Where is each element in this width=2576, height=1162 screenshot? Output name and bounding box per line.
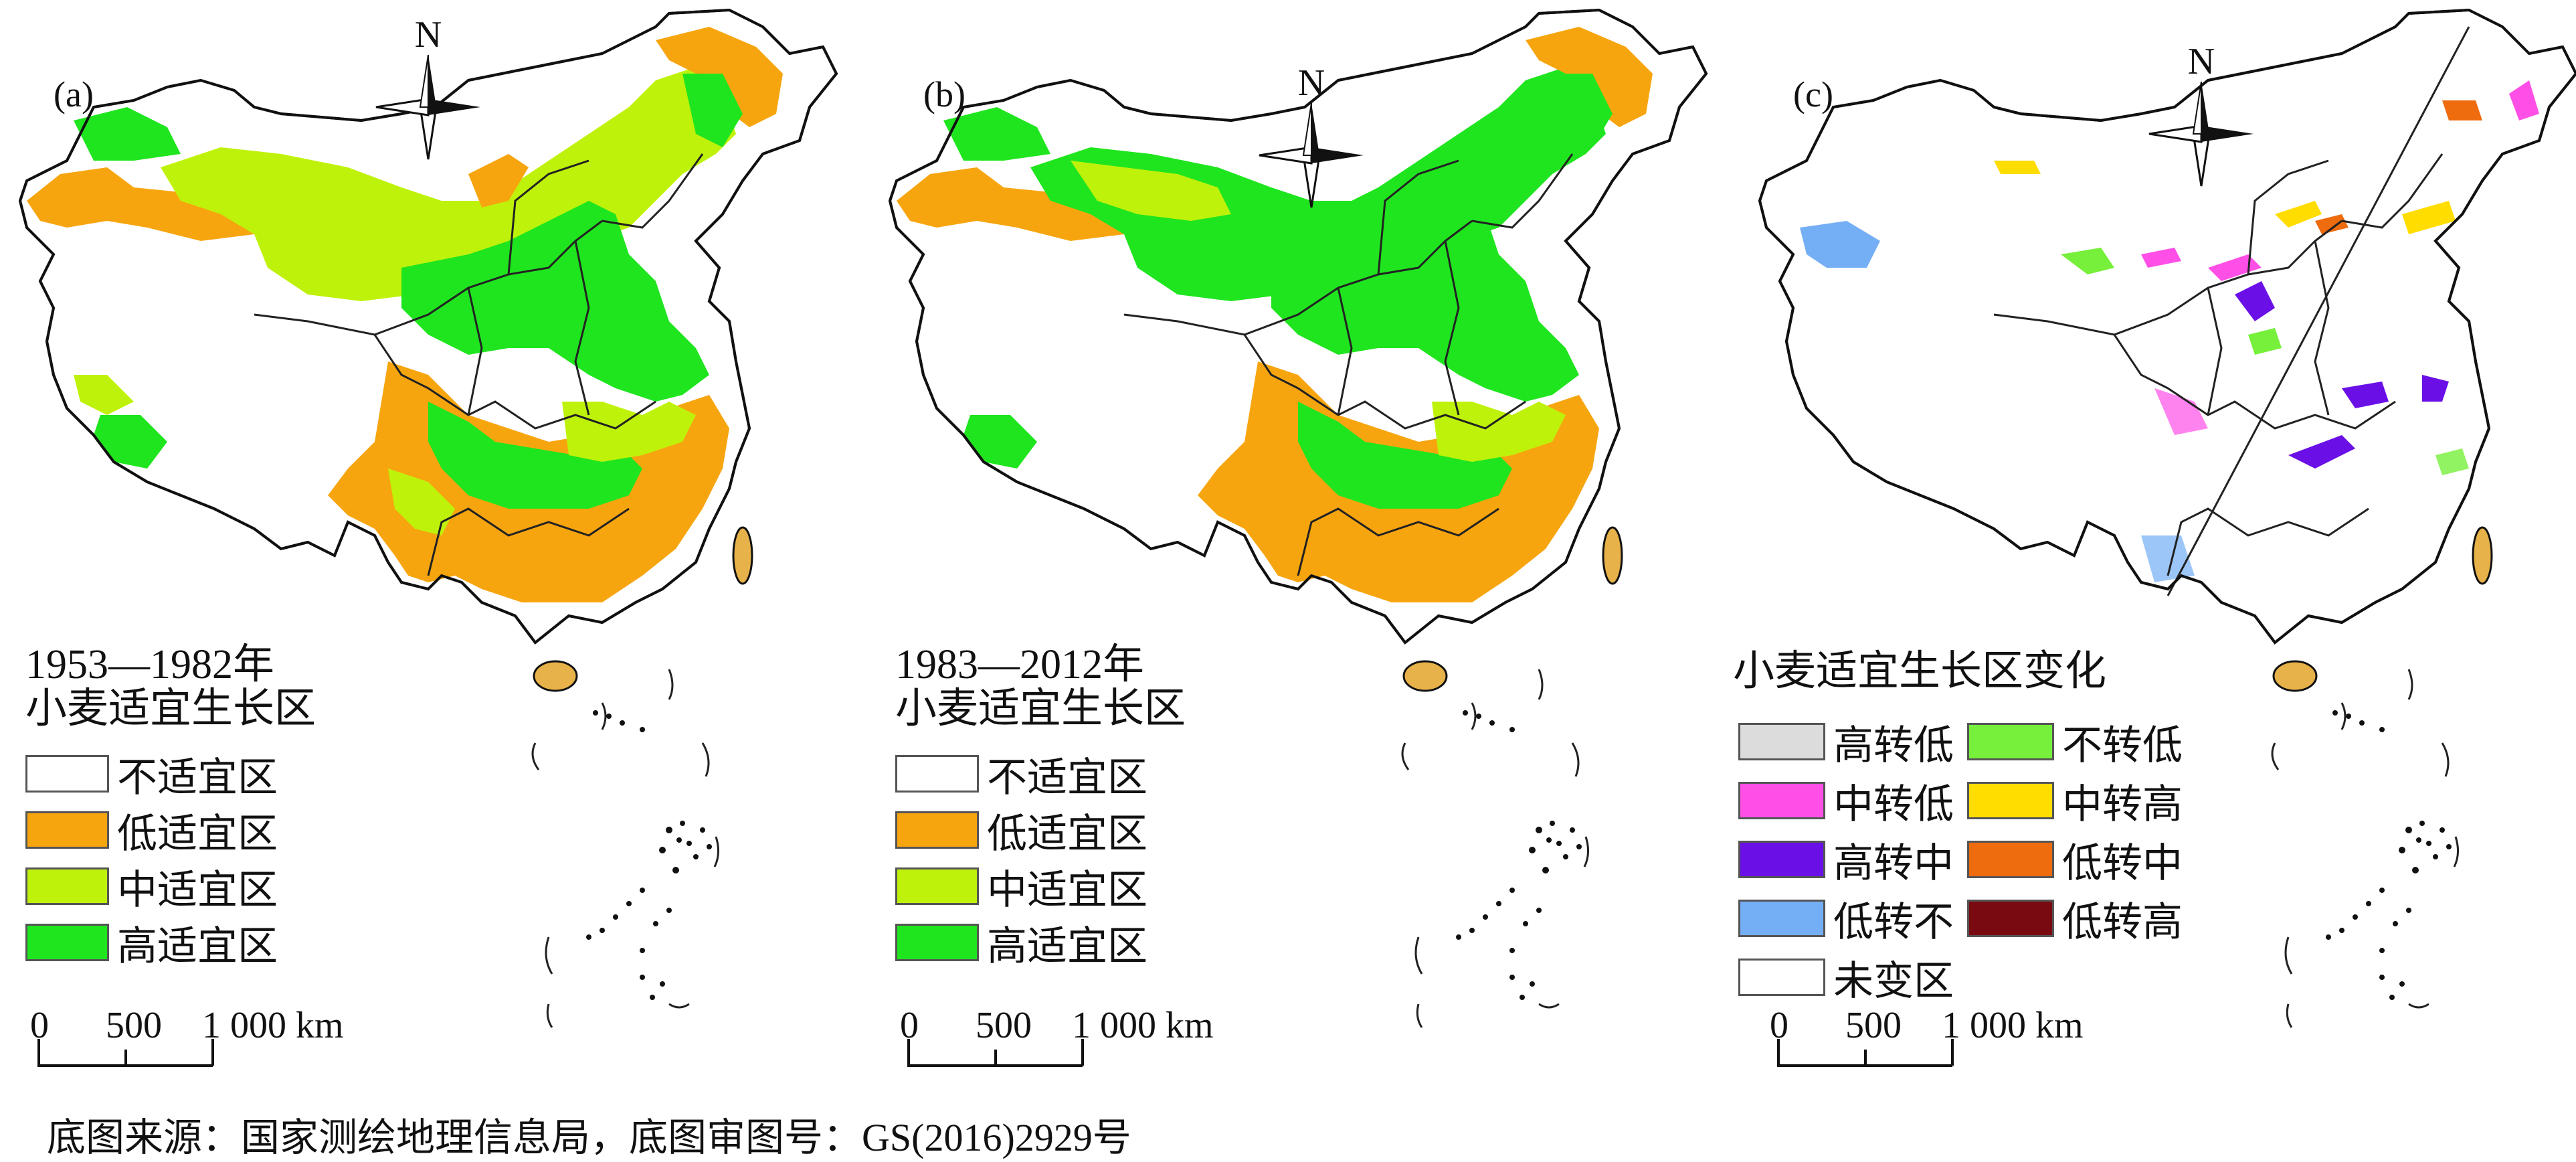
legend-c-title: 小麦适宜生长区变化 [1733,649,2107,694]
legend-item-low-to-none: 低转不 [1738,890,1954,946]
legend-item-unsuitable: 不适宜区 [895,746,1186,802]
legend-a: 1953—1982年 小麦适宜生长区 不适宜区 低适宜区 中适宜区 高适宜区 [25,643,316,971]
scale-tick-1000: 1 000 km [1072,1005,1214,1046]
legend-label: 不转低 [2062,723,2183,768]
legend-item-medium: 中适宜区 [25,858,316,914]
compass-icon [2148,81,2253,187]
scale-tick-1000: 1 000 km [202,1005,344,1046]
map-panel-c: (c) N 0 500 1 000 km [1740,0,2576,1084]
legend-item-none-to-low: 不转低 [1967,714,2183,770]
legend-label: 高转中 [1833,841,1954,886]
swatch [1738,900,1825,937]
map-panel-a: (a) N 1953—1982年 小麦适宜生长区 不适宜区 低适宜区 中适宜区 … [0,0,858,1084]
north-label: N [414,14,442,56]
legend-label: 低转高 [2062,900,2183,944]
swatch [1738,959,1825,996]
swatch [895,924,979,961]
legend-item-low: 低适宜区 [895,802,1186,858]
legend-label: 高适宜区 [117,924,278,969]
legend-label: 中适宜区 [117,867,278,912]
scale-tick-500: 500 [106,1005,162,1046]
legend-item-high: 高适宜区 [25,914,316,971]
legend-item-high-to-mid: 高转中 [1738,831,1954,888]
legend-label: 未变区 [1833,959,1954,1003]
legend-title-name: 小麦适宜生长区 [895,686,1186,732]
swatch [1967,723,2054,760]
legend-label: 中转低 [1833,782,1954,827]
north-label: N [2187,41,2215,82]
legend-title-period: 1953—1982年 [25,642,275,687]
north-arrow-c: N [2148,40,2255,194]
legend-item-mid-to-high: 中转高 [1967,772,2183,829]
legend-label: 低适宜区 [117,811,278,856]
swatch [25,811,109,849]
legend-item-low-to-high: 低转高 [1967,890,2183,946]
swatch [1967,900,2054,937]
panel-label-a: (a) [54,74,94,114]
legend-item-high-to-low: 高转低 [1738,714,1954,770]
legend-label: 低转不 [1833,900,1954,944]
swatch [1967,782,2054,819]
legend-b: 1983—2012年 小麦适宜生长区 不适宜区 低适宜区 中适宜区 高适宜区 [895,643,1186,971]
swatch [895,755,979,793]
scale-bar-b: 0 500 1 000 km [897,1004,1271,1084]
swatch [1738,782,1825,819]
legend-label: 高适宜区 [987,924,1147,969]
north-arrow-b: N [1258,62,1365,216]
legend-label: 不适宜区 [117,755,278,800]
compass-icon [1259,102,1364,208]
scale-tick-500: 500 [1845,1005,1902,1046]
scale-bar-a: 0 500 1 000 km [27,1004,401,1084]
legend-item-high: 高适宜区 [895,914,1186,971]
legend-label: 不适宜区 [987,755,1147,800]
swatch [895,811,979,849]
scale-tick-0: 0 [30,1005,49,1046]
map-panel-b: (b) N 1983—2012年 小麦适宜生长区 不适宜区 低适宜区 中适宜区 … [870,0,1728,1084]
scale-tick-1000: 1 000 km [1942,1005,2084,1046]
scale-tick-500: 500 [976,1005,1032,1046]
legend-item-mid-to-low: 中转低 [1738,772,1954,829]
swatch [895,867,979,905]
scale-bar-c: 0 500 1 000 km [1766,1004,2141,1084]
legend-item-unsuitable: 不适宜区 [25,746,316,802]
swatch [1967,841,2054,878]
legend-item-low-to-mid: 低转中 [1967,831,2183,888]
legend-label: 中转高 [2062,782,2183,827]
legend-label: 低转中 [2062,841,2183,886]
north-arrow-a: N [375,13,482,167]
legend-item-medium: 中适宜区 [895,858,1186,914]
legend-label: 低适宜区 [987,811,1147,856]
swatch [25,755,109,793]
compass-icon [375,54,480,160]
swatch [25,867,109,905]
panel-label-c: (c) [1793,74,1833,114]
panel-label-b: (b) [923,74,965,114]
scale-tick-0: 0 [1770,1005,1788,1046]
legend-c: 小麦适宜生长区变化 高转低 不转低 中转低 中转高 高转中 低转中 低转不 低转… [1733,649,2183,1003]
legend-label: 中适宜区 [987,867,1147,912]
legend-title-period: 1983—2012年 [895,642,1145,687]
map-source-note: 底图来源：国家测绘地理信息局，底图审图号：GS(2016)2929号 [47,1116,1131,1159]
north-label: N [1297,62,1325,104]
swatch [1738,723,1825,760]
legend-item-unchanged: 未变区 [1738,949,1954,1005]
legend-label: 高转低 [1833,723,1954,768]
legend-title-name: 小麦适宜生长区 [25,686,316,732]
swatch [1738,841,1825,878]
legend-item-low: 低适宜区 [25,802,316,858]
swatch [25,924,109,961]
scale-tick-0: 0 [900,1005,919,1046]
